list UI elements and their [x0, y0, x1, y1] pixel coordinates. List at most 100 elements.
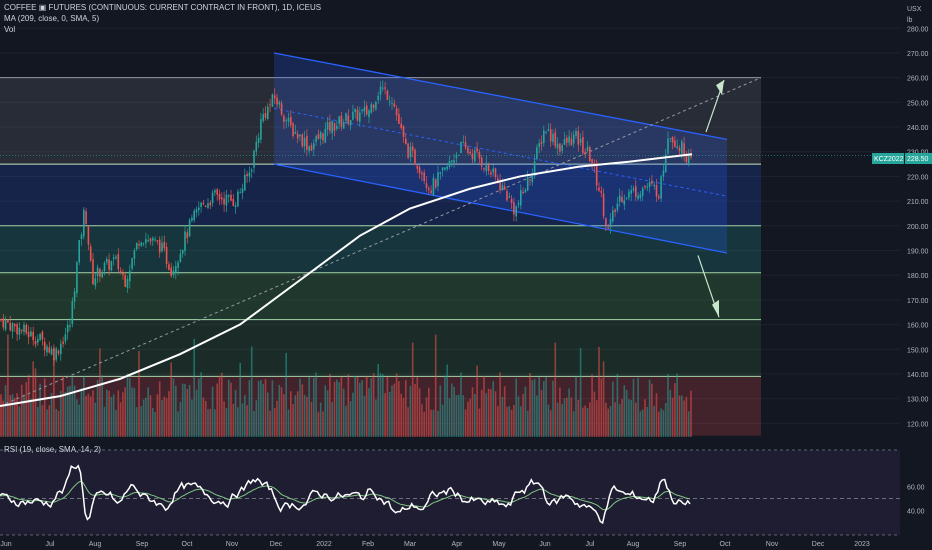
volume-bar [379, 373, 382, 437]
time-axis-label: Jul [586, 541, 595, 548]
volume-bar [317, 411, 320, 437]
candle-body [239, 192, 241, 194]
candle-body [329, 121, 331, 131]
volume-bar [27, 374, 30, 437]
volume-bar [365, 376, 368, 437]
candle-body [195, 209, 198, 213]
candle-body [664, 154, 667, 173]
volume-bar [345, 405, 347, 437]
candle-body [391, 102, 393, 104]
candle-body [163, 241, 166, 249]
candle-body [529, 179, 531, 181]
volume-bar [193, 338, 195, 437]
candle-body [319, 132, 322, 139]
candle-body [402, 125, 405, 138]
volume-bar [681, 395, 683, 437]
volume-bar [324, 385, 327, 437]
volume-bar [340, 376, 343, 437]
candle-body [214, 190, 216, 193]
time-axis: Jun Jul Aug Sep Oct Nov Dec 2022 Feb Mar Apr May Jun… [0, 541, 870, 548]
volume-bar [241, 403, 244, 437]
volume-bar [83, 376, 85, 437]
volume-bar [260, 380, 262, 437]
volume-bar [653, 406, 655, 437]
candle-body [278, 101, 281, 105]
candle-body [237, 191, 239, 207]
candle-body [131, 258, 133, 269]
legend-line-3[interactable]: Vol [4, 25, 16, 34]
volume-bar [237, 407, 239, 437]
candle-body [20, 329, 23, 332]
volume-bar [545, 377, 547, 437]
rsi-legend[interactable]: RSI (19, close, SMA, 14, 2) [4, 445, 101, 454]
candle-body [655, 184, 658, 197]
candle-body [439, 172, 442, 174]
candle-body [614, 209, 616, 212]
volume-bar [255, 400, 258, 437]
candle-body [354, 108, 356, 112]
candle-body [605, 218, 607, 226]
candle-body [285, 119, 287, 121]
symbol-badge-bg [872, 153, 904, 164]
volume-bar [230, 382, 232, 437]
time-axis-label: Sep [674, 541, 687, 548]
volume-bar [501, 396, 504, 437]
candle-body [108, 259, 110, 270]
volume-bar [455, 395, 458, 437]
candle-body [540, 142, 543, 145]
rsi-axis-label: 40.00 [907, 509, 925, 516]
volume-bar [349, 401, 352, 437]
candle-body [317, 134, 320, 140]
volume-bar [678, 395, 681, 437]
candle-body [234, 205, 237, 208]
candle-body [658, 196, 660, 199]
candle-body [32, 331, 34, 341]
candle-body [503, 186, 506, 190]
symbol-badge[interactable]: KCZ2022 228.50 [872, 153, 932, 164]
candle-body [653, 184, 655, 186]
candle-body [538, 143, 540, 147]
volume-bar [262, 383, 264, 437]
volume-bar [152, 407, 154, 437]
candle-body [326, 122, 329, 130]
volume-bar [4, 385, 7, 437]
volume-bar [69, 385, 71, 437]
candle-body [356, 109, 359, 121]
volume-bar [674, 383, 676, 437]
candle-body [193, 210, 195, 221]
candle-body [333, 123, 336, 131]
volume-bar [310, 401, 313, 437]
legend-line-1[interactable]: COFFEE ▣ FUTURES (CONTINUOUS: CURRENT CO… [4, 3, 321, 13]
candle-body [568, 136, 570, 143]
candle-body [122, 273, 124, 275]
volume-bar [462, 395, 465, 437]
volume-bar [94, 402, 97, 437]
candle-body [336, 125, 338, 129]
candle-body [338, 116, 340, 124]
candle-body [177, 262, 179, 268]
candle-body [411, 146, 414, 151]
rsi-pane [0, 449, 900, 536]
volume-bar [239, 362, 241, 437]
volume-bar [138, 350, 140, 437]
volume-bar [549, 410, 552, 437]
volume-bar [361, 380, 363, 437]
candle-body [66, 324, 69, 333]
volume-bar [181, 383, 184, 437]
volume-bar [448, 398, 451, 437]
volume-bar [280, 387, 283, 437]
candle-body [428, 188, 430, 190]
legend-line-2[interactable]: MA (209, close, 0, SMA, 5) [4, 14, 100, 23]
volume-bar [508, 405, 511, 437]
candle-body [382, 87, 384, 89]
candle-body [221, 197, 223, 200]
candle-body [191, 217, 193, 221]
volume-bar [432, 409, 435, 437]
volume-bar [414, 384, 416, 437]
candle-body [453, 160, 455, 163]
volume-bar [635, 402, 637, 437]
time-axis-label: Jun [539, 541, 550, 548]
candle-body [572, 134, 575, 144]
volume-bar [605, 402, 607, 437]
